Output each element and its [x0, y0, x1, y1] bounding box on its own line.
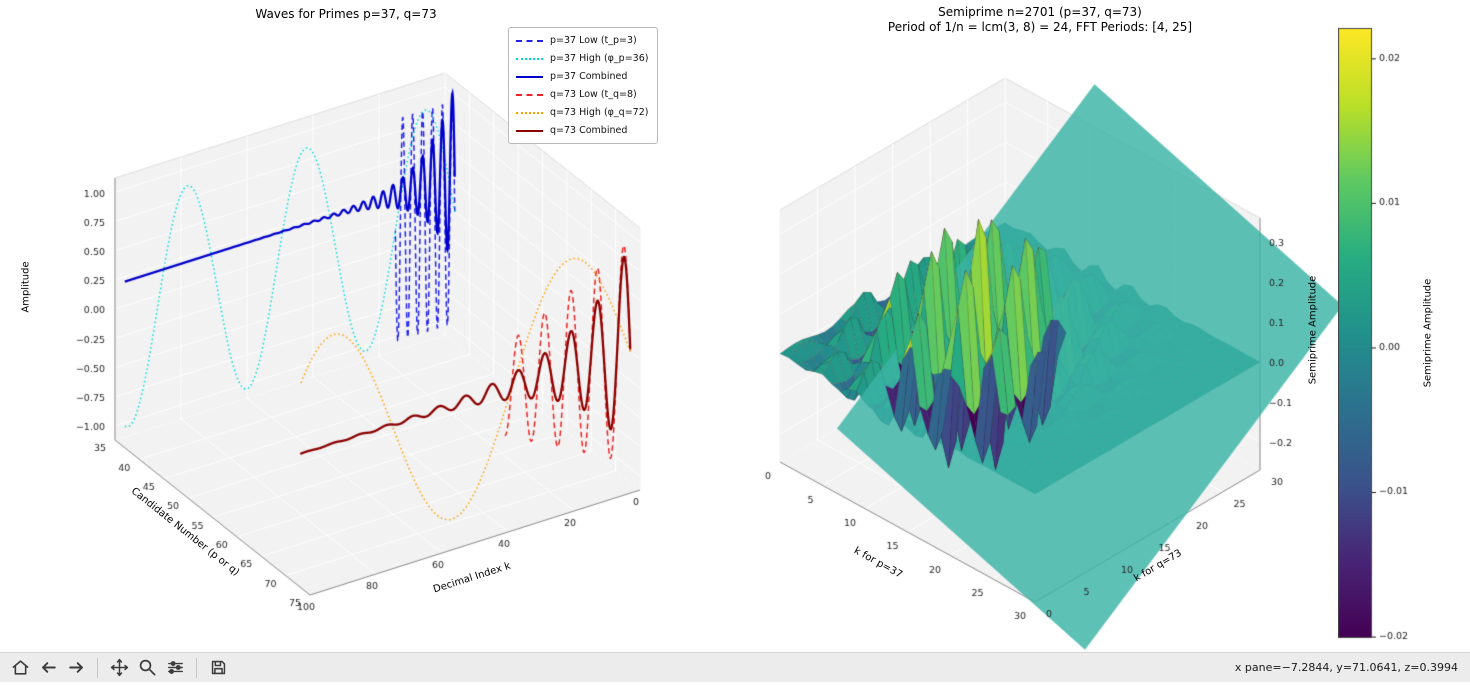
back-button[interactable] — [36, 656, 60, 680]
home-button[interactable] — [8, 656, 32, 680]
zoom-button[interactable] — [135, 656, 159, 680]
sliders-icon — [167, 661, 183, 674]
back-arrow-icon — [41, 662, 56, 673]
save-icon — [211, 660, 225, 675]
legend-item: q=73 High (φ_q=72) — [516, 105, 648, 120]
legend-line-sample — [516, 129, 543, 132]
save-button[interactable] — [206, 656, 230, 680]
legend: p=37 Low (t_p=3) p=37 High (φ_p=36) p=37 C… — [508, 27, 659, 144]
legend-item: p=37 High (φ_p=36) — [516, 51, 648, 66]
legend-line-sample — [516, 57, 543, 60]
legend-line-sample — [516, 39, 543, 42]
legend-label: p=37 Low (t_p=3) — [550, 35, 637, 46]
right-3d-plot-canvas[interactable] — [735, 0, 1338, 652]
navigation-toolbar: x pane=−7.2844, y=71.0641, z=0.3994 — [0, 652, 1470, 682]
semiprime-amplitude-axis-label: Semiprime Amplitude — [1307, 275, 1319, 385]
amplitude-axis-label: Amplitude — [20, 261, 32, 313]
forward-arrow-icon — [68, 662, 83, 673]
legend-item: q=73 Low (t_q=8) — [516, 87, 648, 102]
colorbar-canvas — [1338, 0, 1418, 652]
pan-icon — [110, 658, 128, 677]
toolbar-separator — [97, 657, 98, 678]
forward-button[interactable] — [64, 656, 88, 680]
legend-line-sample — [516, 111, 543, 114]
legend-line-sample — [516, 93, 543, 96]
legend-label: q=73 Low (t_q=8) — [550, 89, 637, 100]
home-icon — [12, 660, 28, 675]
legend-label: p=37 Combined — [550, 71, 628, 82]
toolbar-separator — [196, 657, 197, 678]
legend-line-sample — [516, 75, 543, 78]
cursor-status: x pane=−7.2844, y=71.0641, z=0.3994 — [1234, 661, 1458, 674]
legend-item: p=37 Combined — [516, 69, 648, 84]
magnifier-icon — [139, 659, 155, 676]
right-chart-subtitle: Period of 1/n = lcm(3, 8) = 24, FFT Peri… — [887, 20, 1193, 34]
legend-label: q=73 Combined — [550, 125, 628, 136]
legend-item: q=73 Combined — [516, 123, 648, 138]
left-chart-title: Waves for Primes p=37, q=73 — [255, 7, 437, 21]
legend-label: p=37 High (φ_p=36) — [550, 53, 649, 64]
pan-button[interactable] — [107, 656, 131, 680]
legend-label: q=73 High (φ_q=72) — [550, 107, 649, 118]
right-chart-title: Semiprime n=2701 (p=37, q=73) — [938, 5, 1142, 19]
bottom-strip — [0, 682, 1470, 685]
colorbar-label: Semiprime Amplitude — [1422, 278, 1434, 388]
configure-subplots-button[interactable] — [163, 656, 187, 680]
legend-item: p=37 Low (t_p=3) — [516, 33, 648, 48]
